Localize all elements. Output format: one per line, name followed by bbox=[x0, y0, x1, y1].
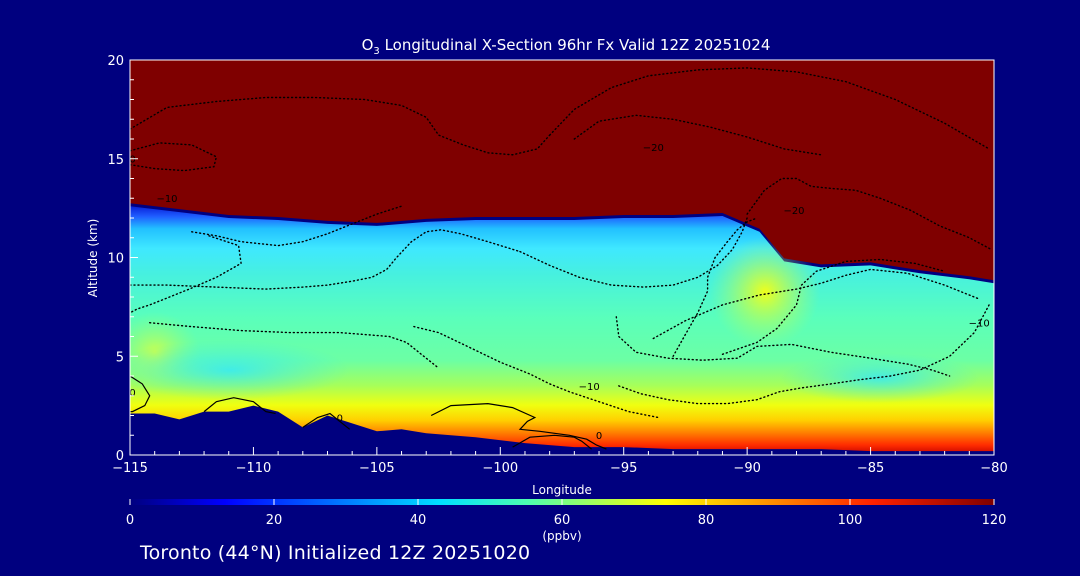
terrain-mask bbox=[130, 405, 994, 455]
colorbar-tick-label-6: 120 bbox=[982, 513, 1007, 528]
contour-labels: 0 −10 −20 −20 −10 −10 0 0 0 bbox=[129, 143, 990, 442]
y-tick-label-2: 10 bbox=[107, 252, 124, 267]
contour-label-1: −10 bbox=[156, 194, 177, 205]
colorbar-tick-label-1: 20 bbox=[266, 513, 283, 528]
x-tick-label-7: −80 bbox=[980, 461, 1007, 476]
dotted-contour-12 bbox=[652, 268, 980, 340]
low-ozone-pocket-west bbox=[130, 340, 350, 400]
dotted-contour-lines bbox=[130, 67, 993, 419]
title-species: O bbox=[362, 36, 374, 54]
high-ozone-pocket-east bbox=[710, 237, 820, 347]
stratosphere-concentration-field bbox=[130, 60, 994, 281]
colorbar-tick-label-0: 0 bbox=[126, 513, 134, 528]
y-tick-label-4: 20 bbox=[107, 54, 124, 69]
title-species-subscript: 3 bbox=[373, 46, 379, 57]
x-axis: −115 −110 −105 −100 −95 −90 −85 −80 bbox=[112, 447, 1008, 476]
x-tick-label-3: −100 bbox=[482, 461, 518, 476]
x-tick-label-5: −90 bbox=[733, 461, 760, 476]
solid-contour-2 bbox=[302, 412, 351, 430]
contour-label-2: −20 bbox=[643, 143, 664, 154]
colorbar-units: (ppbv) bbox=[542, 529, 581, 543]
dotted-contour-13 bbox=[721, 258, 946, 355]
chart-title: O3 Longitudinal X-Section 96hr Fx Valid … bbox=[362, 36, 771, 57]
y-axis-label: Altitude (km) bbox=[86, 219, 100, 298]
solid-contour-lines bbox=[130, 375, 607, 450]
dotted-contour-1 bbox=[130, 142, 218, 172]
footer-caption: Toronto (44°N) Initialized 12Z 20251020 bbox=[140, 542, 531, 564]
dotted-contour-9 bbox=[413, 325, 659, 419]
dotted-contour-11 bbox=[618, 304, 990, 405]
x-tick-label-6: −85 bbox=[857, 461, 884, 476]
y-tick-label-0: 0 bbox=[116, 449, 124, 464]
colorbar-tick-label-4: 80 bbox=[698, 513, 715, 528]
contour-label-7: 0 bbox=[129, 388, 135, 399]
plot-area: 0 −10 −20 −20 −10 −10 0 0 0 bbox=[129, 60, 994, 455]
solid-contour-0 bbox=[130, 375, 151, 413]
dotted-contour-15 bbox=[746, 177, 993, 251]
colorbar-tick-label-3: 60 bbox=[554, 513, 571, 528]
dotted-contour-3 bbox=[573, 114, 822, 156]
solid-contour-4 bbox=[512, 434, 592, 450]
x-tick-label-4: −95 bbox=[610, 461, 637, 476]
y-axis: 0 5 10 15 20 bbox=[107, 54, 138, 464]
dotted-contour-6 bbox=[149, 322, 440, 369]
colorbar-ticks: 0 20 40 60 80 100 120 bbox=[126, 499, 1007, 528]
contour-label-3: −20 bbox=[783, 206, 804, 217]
dotted-contour-0 bbox=[130, 96, 551, 156]
x-tick-label-2: −105 bbox=[359, 461, 395, 476]
contour-label-8: 0 bbox=[337, 413, 343, 424]
contour-label-4: −10 bbox=[969, 319, 990, 330]
y-tick-label-3: 15 bbox=[107, 153, 124, 168]
dotted-contour-8 bbox=[519, 217, 748, 288]
dotted-contour-4 bbox=[191, 205, 403, 247]
dotted-contour-10 bbox=[615, 316, 951, 377]
contour-label-6: 0 bbox=[596, 431, 602, 442]
dotted-contour-14 bbox=[672, 217, 758, 357]
title-text: Longitudinal X-Section 96hr Fx Valid 12Z… bbox=[385, 36, 771, 54]
y-tick-label-1: 5 bbox=[116, 350, 124, 365]
contour-label-5: −10 bbox=[579, 382, 600, 393]
x-tick-label-0: −115 bbox=[112, 461, 148, 476]
low-ozone-pocket-east bbox=[780, 353, 980, 403]
x-axis-label: Longitude bbox=[532, 483, 592, 497]
dotted-contour-5 bbox=[130, 235, 242, 314]
contour-label-0: 0 bbox=[129, 155, 135, 166]
dotted-contour-7 bbox=[130, 229, 521, 290]
dotted-contour-2 bbox=[549, 67, 990, 150]
solid-contour-1 bbox=[203, 397, 276, 415]
colorbar-tick-label-2: 40 bbox=[410, 513, 427, 528]
x-tick-label-1: −110 bbox=[236, 461, 272, 476]
colorbar-tick-label-5: 100 bbox=[838, 513, 863, 528]
solid-contour-3 bbox=[430, 402, 607, 450]
